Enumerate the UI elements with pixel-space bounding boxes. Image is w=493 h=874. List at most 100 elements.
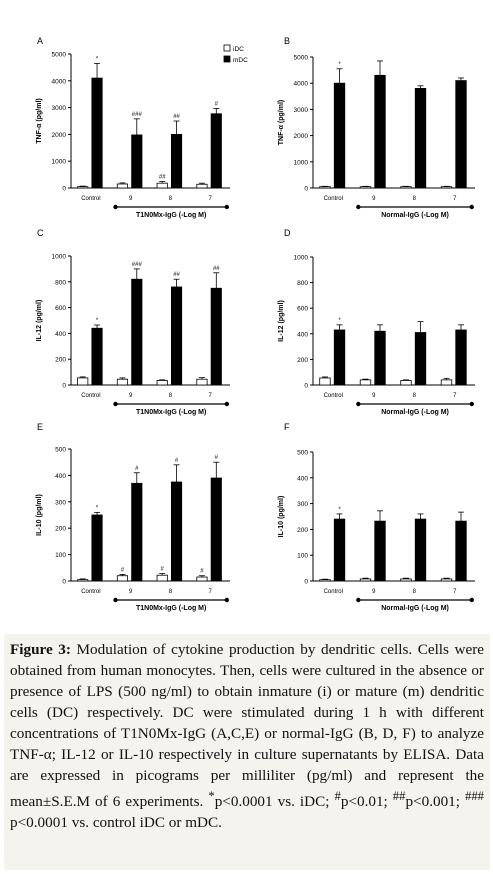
significance-marker: ### xyxy=(132,112,143,118)
y-axis-title: TNF-α (pg/ml) xyxy=(36,98,43,144)
x-tick-label: Control xyxy=(81,196,100,202)
significance-marker: * xyxy=(338,62,341,68)
group-bracket-end xyxy=(113,597,118,603)
panel-letter: D xyxy=(284,228,291,238)
idc-bar xyxy=(359,186,372,189)
y-tick-label: 100 xyxy=(297,553,308,560)
legend-label: mDC xyxy=(233,57,248,64)
mdc-bar xyxy=(170,286,183,386)
group-label: T1N0Mx-IgG (-Log M) xyxy=(136,212,206,219)
x-tick-label: 7 xyxy=(453,589,457,595)
significance-marker: # xyxy=(161,567,165,573)
idc-bar xyxy=(77,186,89,189)
y-tick-label: 0 xyxy=(62,383,66,390)
x-tick-label: 7 xyxy=(453,196,457,202)
y-tick-label: 800 xyxy=(297,280,308,287)
x-tick-label: 9 xyxy=(129,393,133,399)
chart-panel-c: C 0 200 400 600 800 1000 IL-12 (pg/ml) * Control #… xyxy=(36,228,230,416)
x-tick-label: 8 xyxy=(169,393,173,399)
y-tick-label: 200 xyxy=(297,357,308,364)
idc-bar xyxy=(156,574,168,582)
significance-marker: ## xyxy=(173,114,180,120)
significance-marker: # xyxy=(121,567,125,573)
y-tick-label: 0 xyxy=(62,579,66,586)
idc-bar xyxy=(400,186,412,189)
chart-panel-e: E 0 100 200 300 400 500 IL-10 (pg/ml) * Control # #… xyxy=(36,422,230,612)
y-tick-label: 0 xyxy=(304,383,308,390)
idc-bar xyxy=(359,578,372,582)
y-tick-label: 3000 xyxy=(294,107,309,114)
y-tick-label: 400 xyxy=(55,473,66,480)
y-tick-label: 5000 xyxy=(52,52,67,59)
idc-bar xyxy=(156,380,168,386)
y-tick-label: 1000 xyxy=(52,254,67,261)
group-bracket-end xyxy=(224,401,230,407)
mdc-bar xyxy=(374,74,386,189)
significance-marker: # xyxy=(215,455,219,461)
mdc-bar xyxy=(455,329,467,386)
chart-panel-b: B 0 1000 2000 3000 4000 5000 TNF-α (pg/ml) * Cont… xyxy=(278,36,475,219)
chart-panel-d: D 0 200 400 600 800 1000 IL-12 (pg/ml) * Control 9… xyxy=(278,228,475,416)
mdc-bar xyxy=(210,477,222,582)
y-tick-label: 0 xyxy=(62,186,66,193)
mdc-bar xyxy=(131,134,143,189)
mdc-bar xyxy=(210,287,222,386)
x-tick-label: 9 xyxy=(372,196,376,202)
y-tick-label: 1000 xyxy=(294,159,309,166)
x-tick-label: 9 xyxy=(372,589,376,595)
significance-marker: ### xyxy=(132,262,143,268)
y-tick-label: 600 xyxy=(297,306,308,313)
mdc-bar xyxy=(374,330,386,386)
mdc-bar xyxy=(455,520,467,582)
group-bracket-end xyxy=(356,204,361,210)
y-tick-label: 3000 xyxy=(52,105,67,112)
significance-marker: * xyxy=(338,318,341,324)
mdc-bar xyxy=(91,77,103,189)
x-tick-label: 7 xyxy=(208,393,212,399)
y-tick-label: 200 xyxy=(297,527,308,534)
mdc-bar xyxy=(455,80,467,189)
x-tick-label: Control xyxy=(81,393,100,399)
mdc-bar xyxy=(131,278,143,386)
idc-bar xyxy=(440,186,453,189)
legend-swatch-mdc xyxy=(223,55,231,63)
group-bracket-end xyxy=(113,204,118,210)
mdc-bar xyxy=(170,481,183,582)
significance-marker: * xyxy=(338,507,341,513)
legend-swatch-idc xyxy=(223,44,231,52)
panel-letter: A xyxy=(37,36,43,46)
x-tick-label: 8 xyxy=(169,196,173,202)
y-tick-label: 2000 xyxy=(52,132,67,139)
group-bracket-end xyxy=(113,401,118,407)
group-bracket-end xyxy=(469,204,474,210)
chart-panel-f: F 0 100 200 300 400 500 IL-10 (pg/ml) * Control 9 8… xyxy=(278,422,475,612)
group-label: T1N0Mx-IgG (-Log M) xyxy=(136,409,206,416)
idc-bar xyxy=(319,377,331,386)
y-axis-title: IL-12 (pg/ml) xyxy=(278,300,285,342)
significance-marker: ## xyxy=(213,266,220,272)
figure-caption: Figure 3: Modulation of cytokine product… xyxy=(4,634,490,870)
significance-marker: # xyxy=(215,101,219,107)
x-tick-label: 7 xyxy=(453,393,457,399)
mdc-bar xyxy=(91,327,103,386)
panel-letter: F xyxy=(284,422,290,432)
idc-bar xyxy=(116,183,129,189)
group-bracket-end xyxy=(224,204,230,210)
significance-marker: * xyxy=(96,505,99,511)
significance-marker: * xyxy=(96,318,99,324)
idc-bar xyxy=(77,579,89,582)
significance-marker: ## xyxy=(173,272,180,278)
panel-letter: B xyxy=(284,36,290,46)
mdc-bar xyxy=(91,514,103,582)
idc-bar xyxy=(359,379,372,386)
mdc-bar xyxy=(414,88,427,189)
x-tick-label: 8 xyxy=(413,196,417,202)
y-tick-label: 0 xyxy=(304,579,308,586)
y-axis-title: IL-12 (pg/ml) xyxy=(36,300,43,342)
mdc-bar xyxy=(333,329,346,386)
x-tick-label: 9 xyxy=(129,196,133,202)
y-tick-label: 2000 xyxy=(294,133,309,140)
x-tick-label: Control xyxy=(324,196,343,202)
mdc-bar xyxy=(210,113,222,189)
y-tick-label: 1000 xyxy=(294,255,309,262)
